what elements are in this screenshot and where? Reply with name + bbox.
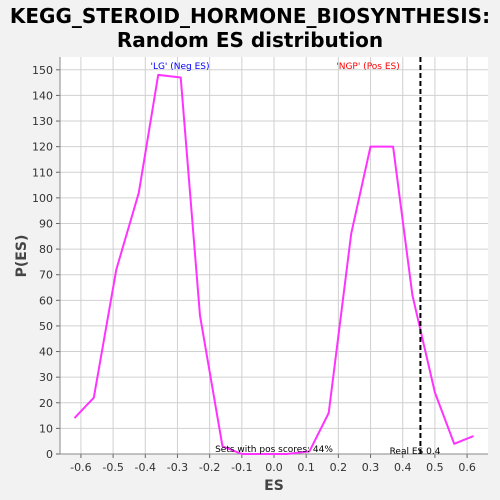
es-distribution-line xyxy=(73,73,474,455)
x-tick-label: -0.1 xyxy=(231,461,252,474)
chart-title-line-1: KEGG_STEROID_HORMONE_BIOSYNTHESIS: xyxy=(10,4,490,28)
x-tick-label: 0.1 xyxy=(297,461,315,474)
x-tick-label: 0.5 xyxy=(426,461,444,474)
y-tick-label: 90 xyxy=(39,217,53,230)
x-tick-label: 0.2 xyxy=(330,461,348,474)
y-tick-label: 120 xyxy=(32,141,53,154)
y-tick-label: 20 xyxy=(39,397,53,410)
neg-es-annotation: 'LG' (Neg ES) xyxy=(150,62,209,72)
chart-title-line-2: Random ES distribution xyxy=(117,28,383,52)
y-tick-label: 110 xyxy=(32,166,53,179)
x-tick-label: 0.0 xyxy=(265,461,283,474)
y-tick-label: 150 xyxy=(32,64,53,77)
y-tick-label: 100 xyxy=(32,192,53,205)
x-tick-label: 0.6 xyxy=(458,461,476,474)
x-tick-label: 0.4 xyxy=(394,461,412,474)
y-tick-label: 30 xyxy=(39,371,53,384)
y-tick-label: 140 xyxy=(32,89,53,102)
y-tick-label: 80 xyxy=(39,243,53,256)
y-tick-label: 60 xyxy=(39,294,53,307)
y-tick-label: 130 xyxy=(32,115,53,128)
pos-scores-note: Sets with pos scores: 44% xyxy=(215,445,333,455)
x-tick-label: 0.3 xyxy=(362,461,380,474)
x-tick-label: -0.3 xyxy=(167,461,188,474)
y-tick-label: 10 xyxy=(39,422,53,435)
y-tick-label: 70 xyxy=(39,269,53,282)
y-tick-label: 40 xyxy=(39,346,53,359)
y-tick-label: 0 xyxy=(46,448,53,461)
pos-es-annotation: 'NGP' (Pos ES) xyxy=(336,62,400,72)
y-tick-label: 50 xyxy=(39,320,53,333)
series xyxy=(73,73,474,455)
x-tick-label: -0.2 xyxy=(199,461,220,474)
x-tick-label: -0.5 xyxy=(102,461,123,474)
x-tick-label: -0.6 xyxy=(70,461,91,474)
x-axis-title: ES xyxy=(264,478,284,494)
y-axis-title: P(ES) xyxy=(14,235,30,278)
real-es-label: Real ES 0.4 xyxy=(390,447,441,457)
tick-labels: 0 10 20 30 40 50 60 70 80 90 100 110 120 130 140 150 -0.… xyxy=(32,64,476,474)
x-tick-label: -0.4 xyxy=(135,461,156,474)
grid xyxy=(60,57,488,455)
